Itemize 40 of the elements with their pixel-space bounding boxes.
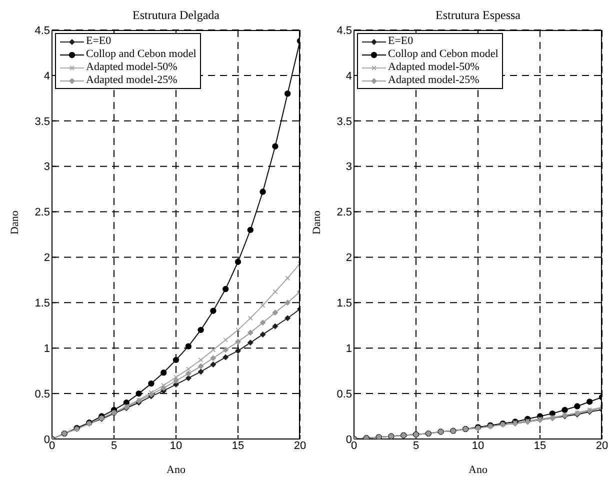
- y-tick-label: 3.5: [34, 116, 50, 128]
- x-tick-label: 20: [294, 440, 306, 452]
- y-tick-label: 1.5: [34, 298, 50, 310]
- chart-title: Estrutura Delgada: [132, 8, 220, 24]
- x-tick-label: 10: [472, 440, 484, 452]
- x-tick-label: 15: [534, 440, 546, 452]
- legend-label: Collop and Cebon model: [388, 48, 498, 61]
- y-tick-label: 0.5: [336, 388, 352, 400]
- x-tick-label: 5: [110, 440, 118, 452]
- y-tick-label: 4.5: [336, 24, 352, 37]
- legend-label: Adapted model-25%: [86, 74, 178, 87]
- y-tick-label: 0.5: [34, 388, 50, 400]
- legend-label: Adapted model-50%: [388, 61, 480, 74]
- legend-label: Adapted model-25%: [388, 74, 480, 87]
- y-tick-label: 1.5: [336, 298, 352, 310]
- legend-label: Adapted model-50%: [86, 61, 178, 74]
- x-tick-label: 15: [232, 440, 244, 452]
- x-axis-title: Ano: [166, 464, 186, 476]
- y-tick-label: 1: [346, 343, 352, 356]
- y-tick-label: 3: [44, 161, 50, 174]
- y-axis-title: Dano: [310, 210, 323, 234]
- legend-label: Collop and Cebon model: [86, 48, 196, 61]
- legend-label: E=E0: [388, 35, 414, 48]
- y-axis-title: Dano: [8, 210, 21, 234]
- x-axis-title: Ano: [468, 464, 488, 476]
- chart-title: Estrutura Espessa: [434, 8, 522, 24]
- y-tick-label: 2.5: [336, 206, 352, 219]
- x-tick-label: 5: [412, 440, 420, 452]
- x-tick-label: 10: [170, 440, 182, 452]
- legend-label: E=E0: [86, 35, 112, 48]
- y-tick-label: 4: [346, 70, 352, 82]
- y-tick-label: 2: [44, 252, 50, 264]
- y-tick-label: 2.5: [34, 206, 50, 219]
- y-tick-label: 3.5: [336, 116, 352, 128]
- y-tick-label: 1: [44, 343, 50, 356]
- x-tick-label: 20: [596, 440, 608, 452]
- y-tick-label: 4: [44, 70, 50, 82]
- y-tick-label: 2: [346, 252, 352, 264]
- y-tick-label: 4.5: [34, 24, 50, 37]
- y-tick-label: 3: [346, 161, 352, 174]
